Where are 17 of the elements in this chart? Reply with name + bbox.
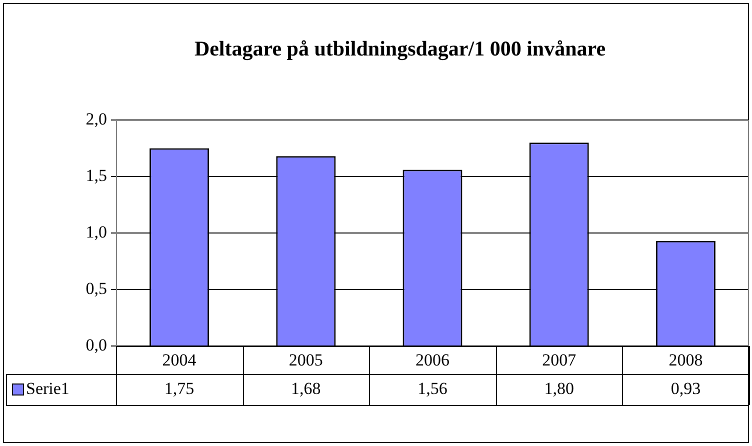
x-tick-label: 2006: [416, 350, 450, 370]
x-tick-label: 2004: [162, 350, 197, 370]
y-tick-label: 1,0: [86, 222, 107, 242]
x-tick-label: 2005: [288, 350, 323, 370]
x-tick-label: 2008: [668, 350, 703, 370]
data-label: 1,75: [164, 378, 194, 398]
legend-label: Serie1: [26, 378, 70, 398]
data-label: 1,56: [418, 378, 448, 398]
x-tick-label: 2007: [542, 350, 577, 370]
data-label: 1,68: [291, 378, 321, 398]
data-label: 0,93: [670, 378, 701, 398]
data-label: 1,80: [544, 378, 574, 398]
y-tick-label: 2,0: [86, 109, 107, 128]
y-tick-label: 0,0: [86, 335, 107, 354]
y-tick-label: 1,5: [86, 166, 107, 185]
y-tick-label: 0,5: [86, 278, 107, 298]
chart-title: Deltagare på utbildningsdagar/1 000 invånare: [194, 36, 606, 60]
